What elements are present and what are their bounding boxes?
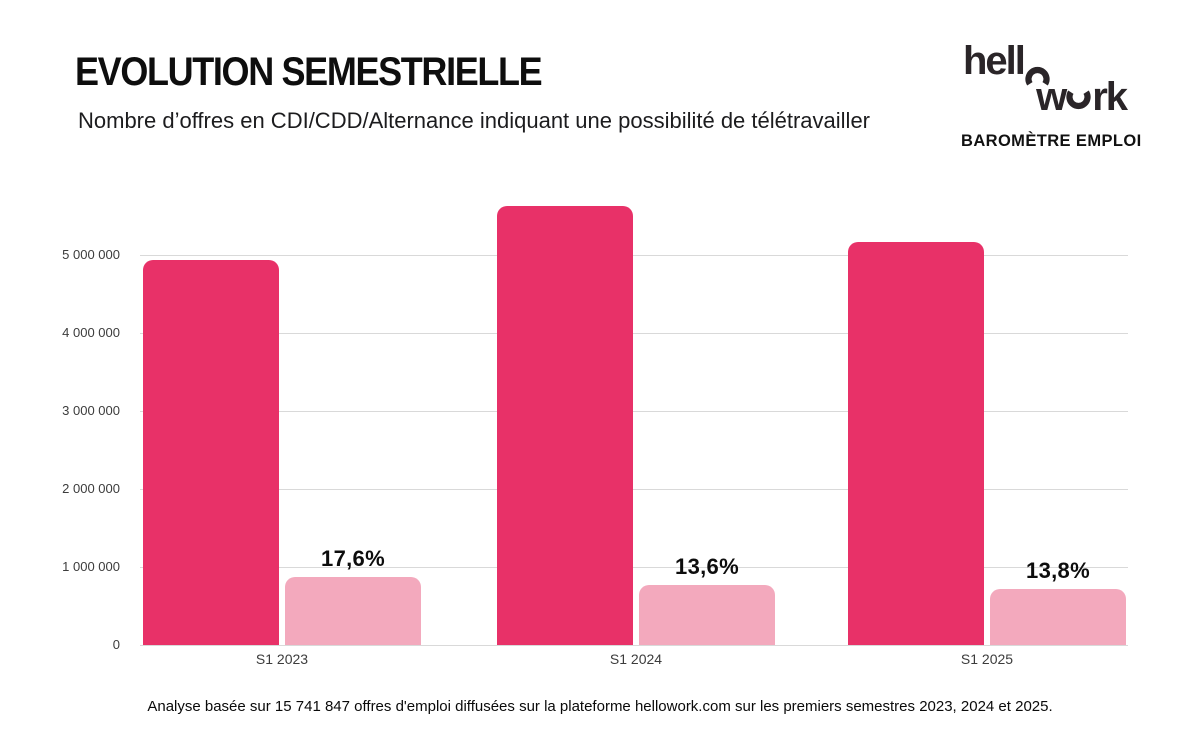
bar-total-offers bbox=[497, 206, 633, 645]
gridline bbox=[140, 255, 1128, 256]
chart-subtitle: Nombre d’offres en CDI/CDD/Alternance in… bbox=[78, 108, 870, 133]
y-tick-label: 4 000 000 bbox=[62, 325, 120, 340]
page-title: EVOLUTION SEMESTRIELLE bbox=[75, 50, 543, 94]
source-footnote: Analyse basée sur 15 741 847 offres d'em… bbox=[147, 698, 1053, 715]
y-tick-label: 0 bbox=[112, 637, 120, 652]
logo-o-ring-icon bbox=[1066, 90, 1091, 110]
bar-total-offers bbox=[848, 242, 984, 645]
gridline bbox=[140, 411, 1128, 412]
logo-tagline: BAROMÈTRE EMPLOI bbox=[961, 132, 1142, 150]
bar-telework-offers bbox=[990, 589, 1126, 645]
logo-line-2: w rk bbox=[961, 75, 1128, 120]
logo-line-1: hell bbox=[961, 39, 1126, 86]
hellowork-logo: hell w rk BAROMÈTRE EMPLOI bbox=[961, 39, 1142, 151]
x-tick-label: S1 2024 bbox=[609, 651, 663, 667]
telework-pct-label: 13,8% bbox=[1026, 558, 1090, 583]
x-tick-label: S1 2025 bbox=[960, 651, 1014, 667]
gridline bbox=[140, 489, 1128, 490]
telework-pct-label: 17,6% bbox=[321, 546, 385, 571]
logo-o-ring-icon bbox=[1025, 66, 1050, 86]
bar-telework-offers bbox=[285, 577, 421, 645]
y-tick-label: 5 000 000 bbox=[62, 247, 120, 262]
gridline bbox=[140, 333, 1128, 334]
logo-text-w: w bbox=[1036, 75, 1067, 119]
x-tick-label: S1 2023 bbox=[255, 651, 309, 667]
logo-text-hell: hell bbox=[963, 39, 1026, 83]
logo-text-rk: rk bbox=[1092, 75, 1128, 119]
bar-telework-offers bbox=[639, 585, 775, 645]
y-tick-label: 2 000 000 bbox=[62, 481, 120, 496]
y-tick-label: 1 000 000 bbox=[62, 559, 120, 574]
y-tick-label: 3 000 000 bbox=[62, 403, 120, 418]
gridline bbox=[140, 567, 1128, 568]
bar-total-offers bbox=[143, 260, 279, 645]
telework-pct-label: 13,6% bbox=[675, 554, 739, 579]
gridline bbox=[140, 645, 1128, 646]
